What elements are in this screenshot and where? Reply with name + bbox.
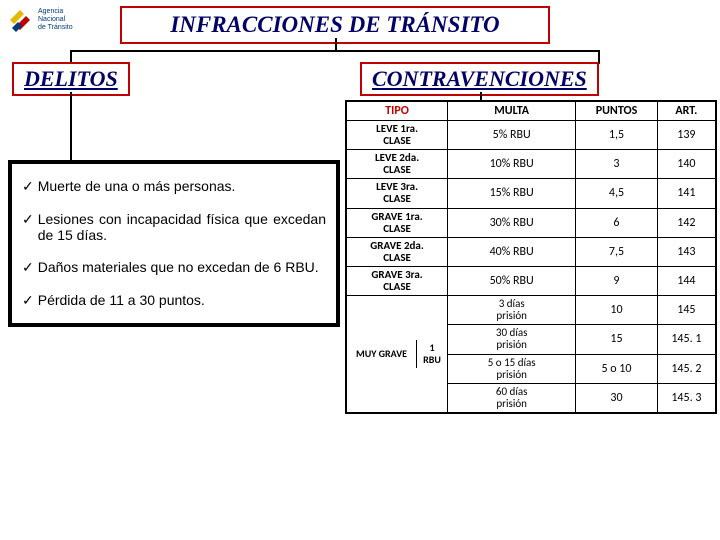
delitos-box: ✓Muerte de una o más personas. ✓Lesiones… (8, 160, 340, 327)
cell-art: 144 (657, 266, 715, 295)
cell-art: 141 (657, 179, 715, 208)
table-header-row: TIPO MULTA PUNTOS ART. (347, 102, 716, 121)
cell-puntos: 3 (576, 150, 658, 179)
cell-puntos: 1,5 (576, 121, 658, 150)
cell-puntos: 9 (576, 266, 658, 295)
logo-line3: de Tránsito (38, 24, 73, 32)
th-art: ART. (657, 102, 715, 121)
cell-multa: 10% RBU (448, 150, 576, 179)
logo-text: Agencia Nacional de Tránsito (38, 8, 73, 31)
cell-puntos: 4,5 (576, 179, 658, 208)
th-multa: MULTA (448, 102, 576, 121)
logo: Agencia Nacional de Tránsito (6, 6, 96, 34)
contrav-table: TIPO MULTA PUNTOS ART. LEVE 1ra.CLASE5% … (345, 100, 717, 414)
table-row: LEVE 2da.CLASE10% RBU3140 (347, 150, 716, 179)
cell-multa: 50% RBU (448, 266, 576, 295)
table-row: LEVE 1ra.CLASE5% RBU1,5139 (347, 121, 716, 150)
connector (335, 38, 337, 50)
cell-puntos: 30 (576, 383, 658, 412)
logo-line2: Nacional (38, 16, 73, 24)
logo-icon (6, 6, 34, 34)
cell-multa: 5% RBU (448, 121, 576, 150)
delitos-item: ✓Daños materiales que no excedan de 6 RB… (22, 259, 326, 276)
th-puntos: PUNTOS (576, 102, 658, 121)
cell-puntos: 6 (576, 208, 658, 237)
table-row: MUY GRAVE1RBU3 díasprisión10145 (347, 296, 716, 325)
delitos-item: ✓Lesiones con incapacidad física que exc… (22, 211, 326, 243)
check-icon: ✓ (22, 178, 34, 195)
cell-tipo: LEVE 1ra.CLASE (347, 121, 448, 150)
th-tipo: TIPO (347, 102, 448, 121)
cell-art: 139 (657, 121, 715, 150)
muy-grave-label: MUY GRAVE1RBU (347, 296, 448, 413)
cell-tipo: LEVE 2da.CLASE (347, 150, 448, 179)
cell-art: 145. 1 (657, 325, 715, 354)
check-icon: ✓ (22, 259, 34, 276)
cell-multa: 30% RBU (448, 208, 576, 237)
logo-line1: Agencia (38, 8, 73, 16)
cell-multa: 30 díasprisión (448, 325, 576, 354)
cell-multa: 3 díasprisión (448, 296, 576, 325)
table-row: GRAVE 2da.CLASE40% RBU7,5143 (347, 237, 716, 266)
cell-puntos: 10 (576, 296, 658, 325)
table-row: GRAVE 3ra.CLASE50% RBU9144 (347, 266, 716, 295)
cell-art: 142 (657, 208, 715, 237)
check-icon: ✓ (22, 211, 34, 243)
delitos-text: Daños materiales que no excedan de 6 RBU… (38, 259, 319, 276)
cell-art: 145 (657, 296, 715, 325)
cell-multa: 40% RBU (448, 237, 576, 266)
connector (70, 92, 72, 162)
cell-multa: 5 o 15 díasprisión (448, 354, 576, 383)
delitos-text: Lesiones con incapacidad física que exce… (38, 211, 326, 243)
cell-multa: 15% RBU (448, 179, 576, 208)
cell-tipo: GRAVE 1ra.CLASE (347, 208, 448, 237)
connector (70, 50, 600, 52)
delitos-item: ✓Pérdida de 11 a 30 puntos. (22, 292, 326, 309)
cell-tipo: GRAVE 2da.CLASE (347, 237, 448, 266)
connector (480, 92, 482, 100)
cell-puntos: 5 o 10 (576, 354, 658, 383)
cell-art: 140 (657, 150, 715, 179)
cell-puntos: 15 (576, 325, 658, 354)
delitos-item: ✓Muerte de una o más personas. (22, 178, 326, 195)
table-row: GRAVE 1ra.CLASE30% RBU6142 (347, 208, 716, 237)
cell-art: 145. 2 (657, 354, 715, 383)
delitos-text: Muerte de una o más personas. (38, 178, 236, 195)
cell-tipo: GRAVE 3ra.CLASE (347, 266, 448, 295)
cell-art: 145. 3 (657, 383, 715, 412)
contrav-title: CONTRAVENCIONES (360, 62, 599, 96)
cell-art: 143 (657, 237, 715, 266)
check-icon: ✓ (22, 292, 34, 309)
delitos-text: Pérdida de 11 a 30 puntos. (38, 292, 205, 309)
table-row: LEVE 3ra.CLASE15% RBU4,5141 (347, 179, 716, 208)
cell-multa: 60 díasprisión (448, 383, 576, 412)
delitos-title: DELITOS (12, 62, 130, 96)
cell-puntos: 7,5 (576, 237, 658, 266)
cell-tipo: LEVE 3ra.CLASE (347, 179, 448, 208)
